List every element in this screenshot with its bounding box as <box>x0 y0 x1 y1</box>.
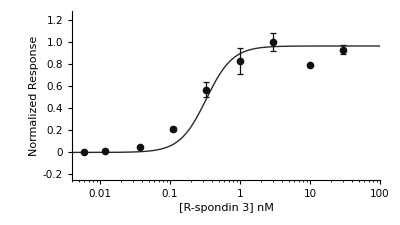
Y-axis label: Normalized Response: Normalized Response <box>28 36 38 156</box>
X-axis label: [R-spondin 3] nM: [R-spondin 3] nM <box>178 203 274 213</box>
